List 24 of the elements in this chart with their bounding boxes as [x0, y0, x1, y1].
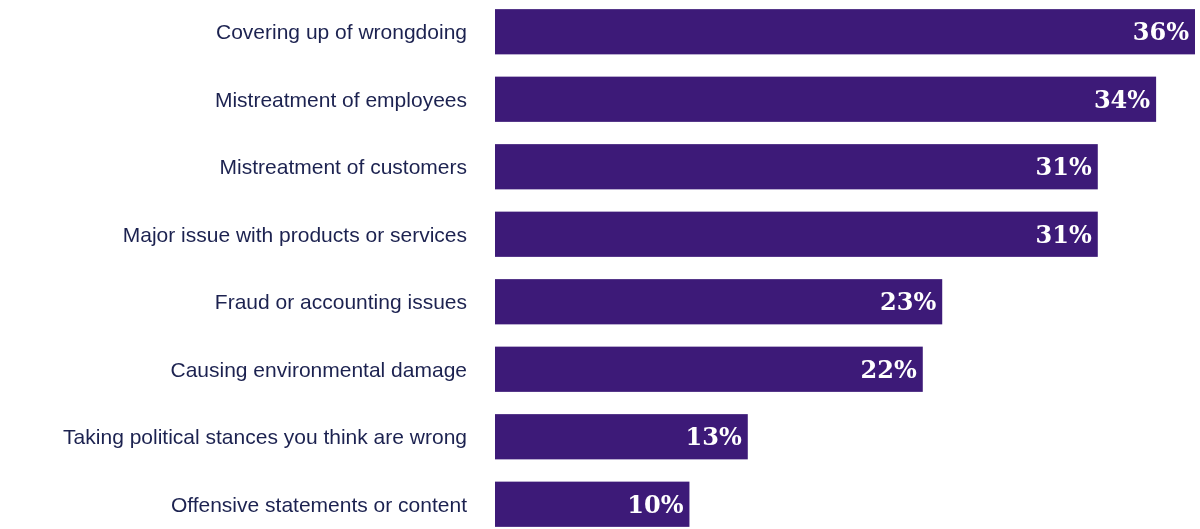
- data-label: 23%: [880, 287, 937, 317]
- y-tick-label: Covering up of wrongdoing: [216, 20, 467, 44]
- y-tick-label: Mistreatment of employees: [214, 87, 467, 111]
- bar: [495, 211, 1098, 257]
- bar: [495, 144, 1098, 190]
- data-label: 31%: [1035, 219, 1092, 249]
- bar: [495, 414, 748, 460]
- bar: [495, 9, 1195, 55]
- bar: [495, 481, 690, 527]
- data-label: 36%: [1132, 17, 1190, 47]
- data-label: 10%: [627, 489, 684, 519]
- y-tick-label: Fraud or accounting issues: [214, 290, 467, 314]
- bar: [495, 76, 1157, 122]
- y-tick-label: Causing environmental damage: [170, 357, 467, 381]
- data-label: 13%: [685, 422, 742, 452]
- data-label: 31%: [1035, 152, 1092, 182]
- y-tick-label: Mistreatment of customers: [219, 155, 467, 179]
- y-tick-label: Offensive statements or content: [170, 492, 468, 516]
- y-tick-label: Taking political stances you think are wrong: [63, 425, 467, 449]
- bar: [495, 279, 943, 325]
- data-label: 34%: [1093, 84, 1151, 114]
- data-label: 22%: [860, 354, 917, 384]
- bar: [495, 346, 923, 392]
- y-tick-label: Major issue with products or services: [122, 222, 467, 246]
